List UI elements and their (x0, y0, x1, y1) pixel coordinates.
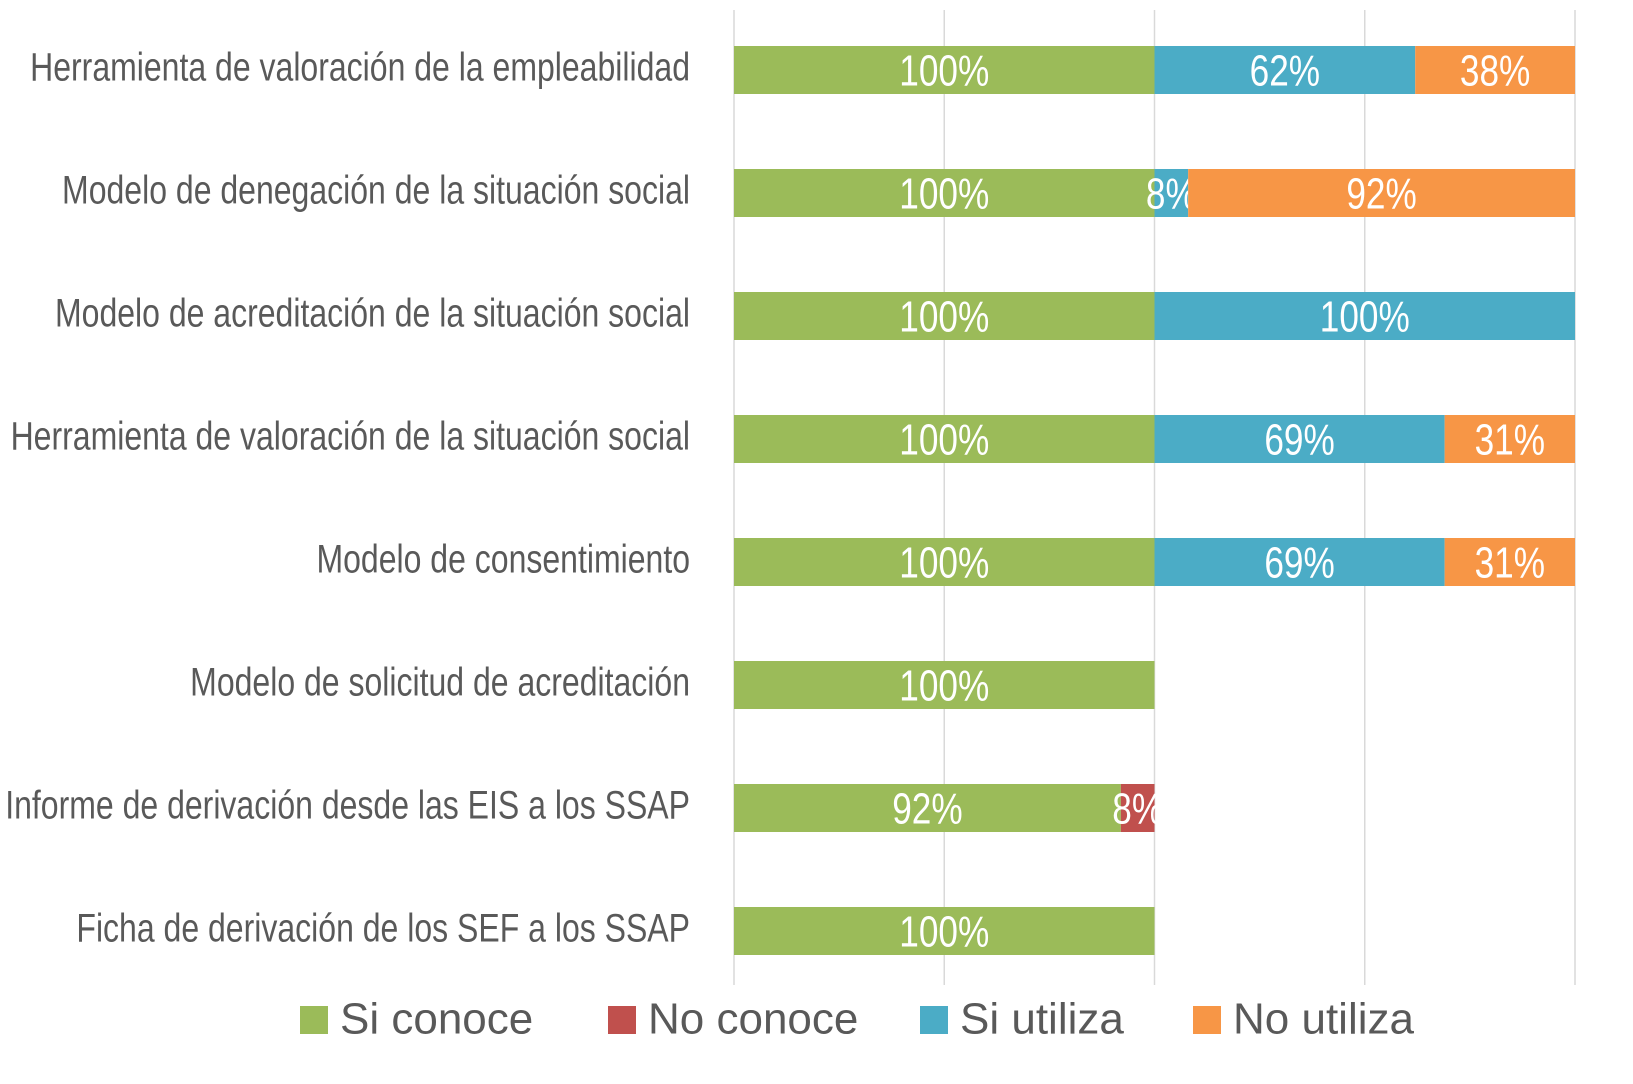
bar (1415, 46, 1575, 94)
value-label: 92% (892, 785, 962, 834)
category-label: Herramienta de valoración de la empleabi… (30, 44, 690, 89)
category-label: Herramienta de valoración de la situació… (11, 413, 690, 458)
bar (1154, 415, 1445, 463)
value-label: 31% (1475, 539, 1545, 588)
bar (734, 661, 1155, 709)
value-label: 100% (899, 170, 989, 219)
bar (1444, 538, 1575, 586)
value-label: 100% (899, 908, 989, 957)
value-label: 100% (899, 293, 989, 342)
value-label: 8% (1112, 785, 1163, 834)
value-label: 69% (1264, 416, 1334, 465)
bar (734, 907, 1155, 955)
legend-label: Si utiliza (960, 995, 1124, 1044)
bar (1154, 46, 1416, 94)
bar (1444, 415, 1575, 463)
bar (734, 538, 1155, 586)
value-label: 69% (1264, 539, 1334, 588)
bar (1154, 169, 1189, 217)
category-label: Modelo de consentimiento (316, 536, 690, 581)
value-label: 100% (899, 662, 989, 711)
bar (734, 784, 1121, 832)
category-label: Ficha de derivación de los SEF a los SSA… (76, 905, 690, 950)
bar (1154, 292, 1575, 340)
bar (1154, 538, 1445, 586)
value-label: 100% (899, 416, 989, 465)
value-label: 100% (1320, 293, 1410, 342)
value-label: 100% (899, 539, 989, 588)
category-label: Modelo de acreditación de la situación s… (55, 290, 690, 335)
legend-swatch (608, 1006, 636, 1034)
legend-swatch (300, 1006, 328, 1034)
bar (1120, 784, 1155, 832)
bar (734, 46, 1155, 94)
legend-swatch (920, 1006, 948, 1034)
value-label: 100% (899, 47, 989, 96)
value-label: 92% (1346, 170, 1416, 219)
legend-label: Si conoce (340, 995, 533, 1044)
legend-label: No utiliza (1233, 995, 1414, 1044)
bar (734, 169, 1155, 217)
category-label: Modelo de denegación de la situación soc… (62, 167, 690, 212)
value-label: 31% (1475, 416, 1545, 465)
bar (734, 415, 1155, 463)
bar (734, 292, 1155, 340)
bar (1188, 169, 1575, 217)
value-label: 38% (1460, 47, 1530, 96)
legend-label: No conoce (648, 995, 858, 1044)
value-label: 62% (1250, 47, 1320, 96)
category-label: Informe de derivación desde las EIS a lo… (5, 782, 690, 827)
category-label: Modelo de solicitud de acreditación (190, 659, 690, 704)
legend-swatch (1193, 1006, 1221, 1034)
